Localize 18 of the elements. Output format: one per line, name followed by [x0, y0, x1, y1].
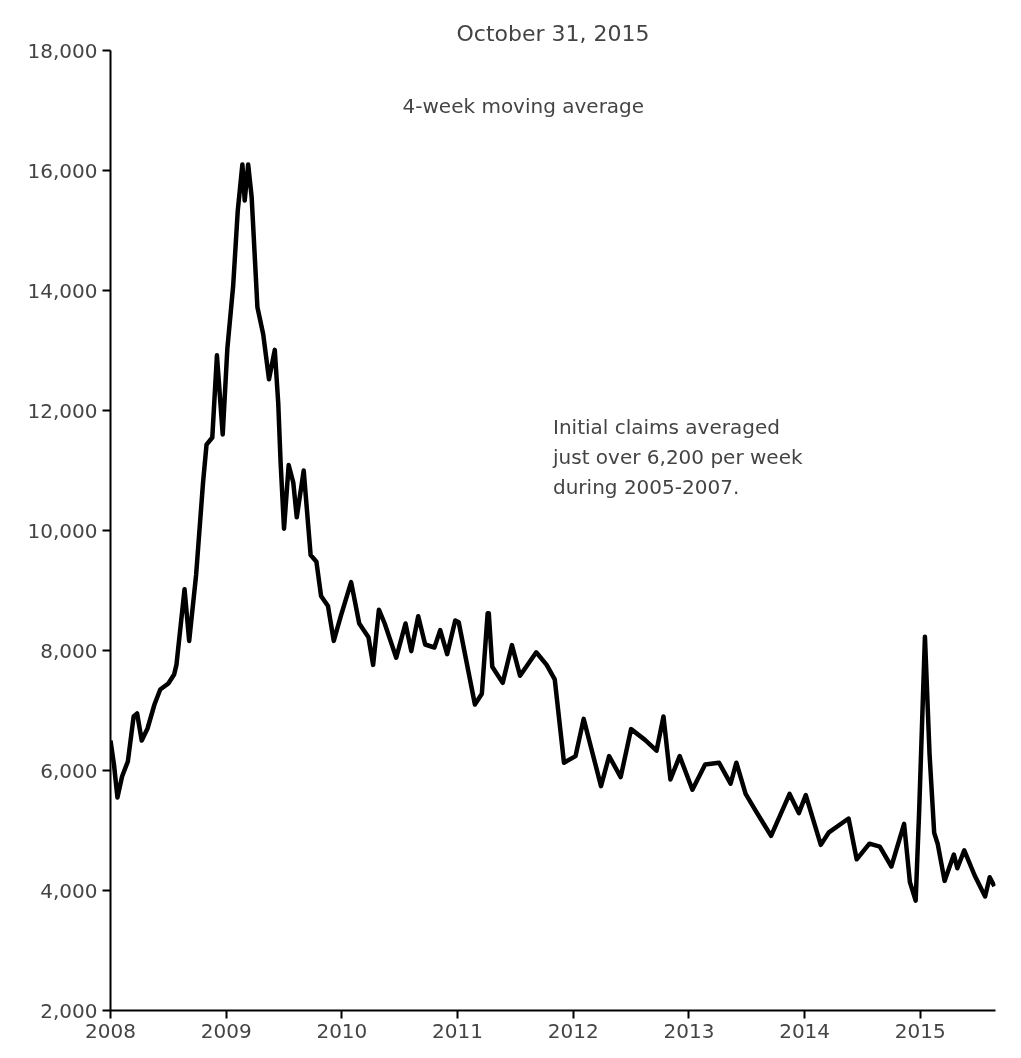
y-tick-label: 6,000 [40, 758, 98, 783]
annotation: 4-week moving average [402, 93, 645, 118]
chart-title: October 31, 2015 [456, 20, 650, 46]
y-tick-label: 16,000 [27, 158, 98, 183]
y-tick-label: 4,000 [40, 878, 98, 903]
x-tick-label: 2013 [663, 1018, 715, 1043]
x-tick-label: 2009 [200, 1018, 252, 1043]
y-tick-label: 10,000 [27, 518, 98, 543]
x-tick-label: 2014 [779, 1018, 831, 1043]
y-tick-label: 12,000 [27, 398, 98, 423]
y-tick-label: 8,000 [40, 638, 98, 663]
annotation: Initial claims averaged just over 6,200 per week during 2005-2007. [552, 415, 803, 500]
x-tick-label: 2015 [894, 1018, 946, 1043]
x-tick-label: 2010 [316, 1018, 368, 1043]
y-tick-label: 18,000 [27, 38, 98, 63]
x-tick-label: 2011 [432, 1018, 484, 1043]
y-tick-label: 14,000 [27, 278, 98, 303]
x-tick-label: 2012 [547, 1018, 599, 1043]
